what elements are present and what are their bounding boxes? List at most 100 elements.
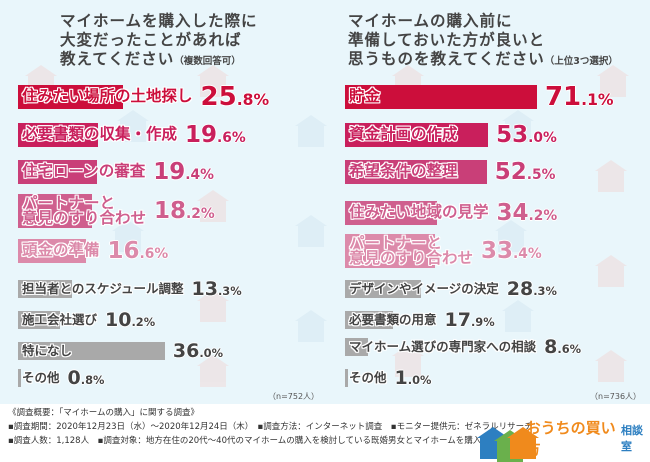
bar xyxy=(18,85,124,109)
value-integer: 10 xyxy=(105,309,132,331)
label-box: 住みたい場所の土地探し xyxy=(18,89,193,105)
bar-row: 担当者とのスケジュール調整 13.3% xyxy=(18,269,242,309)
house-icon xyxy=(295,310,327,342)
bar xyxy=(18,280,73,298)
value-decimal: .0% xyxy=(528,130,557,146)
value-label: 33.4% xyxy=(481,238,542,264)
house-icon xyxy=(502,300,534,332)
bar xyxy=(18,194,93,228)
house-icon xyxy=(117,110,149,142)
value-integer: 8 xyxy=(544,336,558,358)
bar xyxy=(18,239,86,263)
label-box: 担当者とのスケジュール調整 xyxy=(18,280,184,296)
bar-row: 住みたい地域の見学 34.2% xyxy=(345,193,557,233)
bar-row: 貯金 71.1% xyxy=(345,77,614,117)
bar-row: 施工会社選び 10.2% xyxy=(18,300,155,340)
title-text: マイホームを購入した際に 大変だったことがあれば 教えてください xyxy=(60,12,258,68)
bar-row: 必要書類の収集・作成 19.6% xyxy=(18,115,246,155)
category-label: 頭金の準備 xyxy=(22,241,100,260)
value-integer: 19 xyxy=(185,122,218,148)
value-decimal: .6% xyxy=(139,246,169,262)
value-decimal: .5% xyxy=(526,167,556,183)
house-icon xyxy=(595,160,627,192)
value-label: 52.5% xyxy=(495,159,556,185)
bar-row: その他 1.0% xyxy=(345,358,431,398)
value-integer: 19 xyxy=(153,159,186,185)
value-decimal: .2% xyxy=(131,315,156,329)
house-icon xyxy=(595,350,627,382)
value-decimal: .6% xyxy=(217,130,246,146)
category-label: 施工会社選び xyxy=(22,311,98,327)
bar xyxy=(18,123,98,147)
logo-text: おうちの買い方 xyxy=(525,419,616,458)
value-integer: 36 xyxy=(172,340,200,362)
bar-row: パートナーと 意見のすり合わせ 18.2% xyxy=(18,191,215,231)
value-decimal: .4% xyxy=(513,246,542,262)
bar-row: マイホーム選びの専門家への相談 8.6% xyxy=(345,327,581,367)
house-icon xyxy=(197,65,229,97)
value-integer: 18 xyxy=(154,198,187,224)
value-decimal: .0% xyxy=(199,346,223,360)
house-icon xyxy=(477,426,509,459)
value-label: 18.2% xyxy=(154,198,215,224)
logo-subtext: 相談室 xyxy=(620,424,643,453)
background xyxy=(0,0,650,404)
house-icon xyxy=(295,115,327,147)
bar xyxy=(18,369,22,387)
category-label: 住宅ローンの審査 xyxy=(22,162,146,181)
label-box: パートナーと 意見のすり合わせ xyxy=(345,233,474,267)
value-decimal: .8% xyxy=(236,91,270,109)
value-decimal: .3% xyxy=(533,284,557,298)
value-label: 28.3% xyxy=(507,278,557,300)
category-label: その他 xyxy=(349,369,387,385)
category-label: 貯金 xyxy=(349,87,381,106)
value-decimal: .0% xyxy=(407,373,432,387)
value-label: 36.0% xyxy=(173,340,223,362)
category-label: デザインやイメージの決定 xyxy=(349,280,499,296)
footer-period: ▪調査期間：2020年12月23日（水）～2020年12月24日（木） ▪調査方… xyxy=(8,422,533,432)
category-label: マイホーム選びの専門家への相談 xyxy=(349,338,537,354)
label-box: 貯金 xyxy=(345,89,537,105)
category-label: 必要書類の用意 xyxy=(349,311,437,327)
label-box: 住みたい地域の見学 xyxy=(345,205,489,221)
house-icon xyxy=(595,255,627,287)
label-box: パートナーと 意見のすり合わせ xyxy=(18,193,147,227)
label-box: 必要書類の収集・作成 xyxy=(18,127,177,143)
bar xyxy=(18,342,165,360)
label-box: その他 xyxy=(18,369,60,385)
house-icon xyxy=(495,220,527,252)
value-decimal: .1% xyxy=(581,91,614,109)
value-integer: 52 xyxy=(494,159,527,185)
house-icon xyxy=(197,355,229,387)
category-label: パートナーと 意見のすり合わせ xyxy=(22,193,147,227)
bar-row: その他 0.8% xyxy=(18,358,104,398)
value-integer: 16 xyxy=(107,238,140,264)
house-icon xyxy=(493,429,526,462)
bar-row: 希望条件の整理 52.5% xyxy=(345,152,555,192)
value-label: 19.6% xyxy=(185,122,246,148)
bar xyxy=(18,160,98,184)
value-label: 17.9% xyxy=(445,309,495,331)
value-decimal: .8% xyxy=(80,373,105,387)
value-integer: 71 xyxy=(544,82,582,112)
bar-row: パートナーと 意見のすり合わせ 33.4% xyxy=(345,231,542,271)
category-label: 担当者とのスケジュール調整 xyxy=(22,280,184,296)
category-label: パートナーと 意見のすり合わせ xyxy=(349,233,474,267)
category-label: 資金計画の作成 xyxy=(349,125,458,144)
value-label: 25.8% xyxy=(201,82,270,112)
label-box: その他 xyxy=(345,369,387,385)
label-box: デザインやイメージの決定 xyxy=(345,280,499,296)
value-decimal: .2% xyxy=(186,206,215,222)
bar xyxy=(345,369,348,387)
bar xyxy=(345,338,369,356)
bar xyxy=(345,280,422,298)
bar-row: 必要書類の用意 17.9% xyxy=(345,300,495,340)
label-box: 希望条件の整理 xyxy=(345,164,487,180)
category-label: その他 xyxy=(22,369,60,385)
bar xyxy=(345,160,487,184)
value-label: 34.2% xyxy=(497,200,558,226)
label-box: 施工会社選び xyxy=(18,311,98,327)
house-icon xyxy=(502,110,534,142)
house-icon xyxy=(392,345,424,377)
value-integer: 25 xyxy=(200,82,237,112)
